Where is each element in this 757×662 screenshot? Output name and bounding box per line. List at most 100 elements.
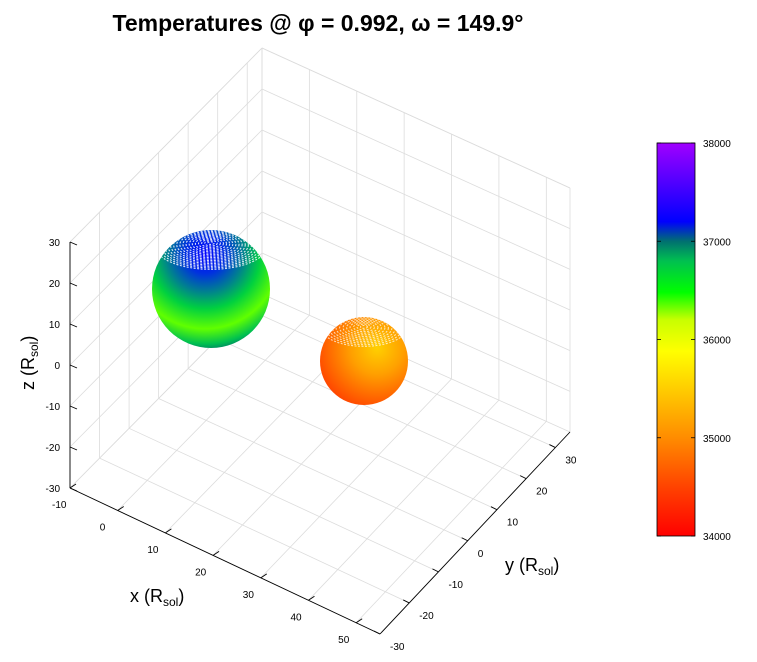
floor-grid-y (217, 338, 527, 479)
floor-grid-x (117, 314, 310, 511)
colorbar-tick-label: 35000 (703, 434, 731, 445)
colorbar-tick-label: 34000 (703, 532, 731, 543)
ringsA-ring (176, 230, 246, 260)
ringsA-ring (185, 233, 237, 256)
x-tick-label: 10 (147, 545, 159, 556)
x-tick (260, 573, 268, 579)
wall-grid-zl (69, 88, 263, 284)
z-tick (69, 446, 78, 451)
y-tick-label: 20 (536, 487, 548, 498)
x-axis-line (69, 487, 381, 635)
floor-grid-x (355, 421, 547, 624)
z-tick-label: -10 (46, 402, 61, 413)
x-tick-label: -10 (52, 500, 67, 511)
z-tick (69, 405, 78, 410)
z-tick (69, 364, 78, 369)
ringsA-ring (204, 240, 218, 247)
z-tick (69, 323, 78, 328)
wall-grid-zb (261, 88, 571, 230)
z-tick-label: 0 (54, 361, 60, 372)
floor-grid-y (128, 427, 439, 573)
x-tick-label: 0 (100, 522, 106, 533)
floor-grid-y (187, 368, 498, 511)
floor-grid-y (99, 457, 410, 604)
wall-grid-zb (261, 252, 571, 392)
z-tick (69, 241, 78, 246)
ringsA-ring (182, 232, 240, 257)
chart-title: Temperatures @ φ = 0.992, ω = 149.9° (112, 10, 524, 36)
x-tick (212, 551, 220, 556)
ringsA-ring (197, 237, 225, 250)
y-tick (432, 568, 439, 573)
x-tick-label: 20 (195, 567, 207, 578)
y-tick-label: 10 (507, 518, 519, 529)
ringsA-ring (188, 234, 234, 254)
y-tick (373, 630, 381, 635)
wall-grid-zb (261, 293, 571, 433)
z-tick (69, 282, 78, 287)
box-edge (261, 47, 571, 189)
star-secondary (320, 317, 408, 405)
z-tick (69, 487, 78, 492)
y-tick (549, 444, 556, 448)
ringsA-ring (179, 230, 243, 259)
ringsB-ring (342, 318, 386, 338)
ringsA-ring (163, 230, 259, 266)
z-tick-label: -20 (46, 443, 61, 454)
ringsA-ring (194, 236, 228, 251)
ringsB-ring (352, 322, 375, 333)
wall-grid-zb (261, 211, 571, 352)
ringsA-ring (173, 230, 249, 262)
y-tick-label: -10 (448, 580, 463, 591)
x-tick-label: 30 (243, 590, 255, 601)
y-tick (403, 599, 410, 604)
z-axis-label: z (Rsol) (18, 336, 41, 390)
y-axis-label: y (Rsol) (505, 555, 559, 578)
wall-grid-zb (261, 170, 571, 311)
ringsB-ring (346, 319, 382, 336)
z-tick-label: 10 (49, 320, 61, 331)
star-primary (152, 230, 270, 348)
ringsA-ring (201, 238, 221, 248)
y-tick-label: -30 (390, 642, 405, 653)
axes (69, 242, 571, 635)
x-tick-label: 50 (338, 635, 350, 646)
tick-labels: -10 0 10 20 30 40 50 -30 -20 -10 0 10 20 30 -30 -20 -10 0… (46, 238, 577, 653)
colorbar-tick-label: 36000 (703, 336, 731, 347)
x-tick (165, 528, 172, 534)
z-tick-label: -30 (46, 484, 61, 495)
floor-grid-y (158, 398, 468, 542)
ringsB-ring (349, 320, 379, 334)
wall-grid-zb (261, 129, 571, 270)
y-tick (519, 475, 527, 480)
y-tick-label: -20 (419, 611, 434, 622)
grid-lines (69, 47, 571, 635)
colorbar-tick-label: 38000 (703, 139, 731, 150)
colorbar-ticks: 34000 35000 36000 37000 38000 (657, 139, 731, 543)
x-tick (69, 483, 77, 489)
z-tick-label: 20 (49, 279, 61, 290)
ringsB-ring (335, 317, 393, 341)
wall-grid-zl (69, 129, 263, 325)
star-primary-sphere (152, 230, 270, 348)
colorbar-gradient (656, 142, 696, 537)
x-tick (117, 506, 124, 511)
x-axis-label: x (Rsol) (130, 586, 184, 609)
y-tick (490, 506, 498, 511)
ringsB-ring (339, 317, 389, 339)
colorbar-tick-label: 37000 (703, 237, 731, 248)
ringsA-ring (191, 235, 231, 253)
x-tick (308, 595, 315, 601)
x-tick-label: 40 (290, 612, 302, 623)
y-tick (461, 537, 468, 542)
floor-grid-x (260, 378, 452, 579)
star-secondary-sphere (320, 317, 408, 405)
ringsB-ring (356, 323, 372, 331)
ringsB-ring (359, 324, 369, 329)
z-tick-label: 30 (49, 238, 61, 249)
ringsA-ring (207, 241, 215, 245)
floor-grid-x (308, 399, 500, 601)
x-tick (355, 618, 363, 624)
box-edge (69, 47, 263, 243)
